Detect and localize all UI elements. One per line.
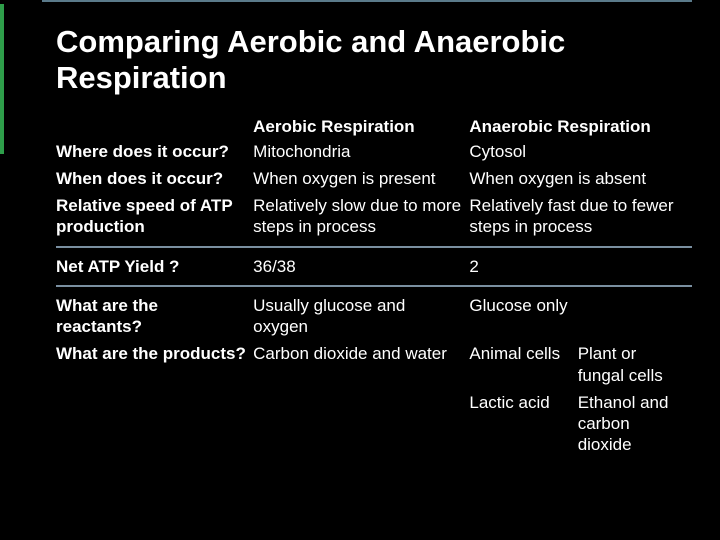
- products-animal-heading: Animal cells: [469, 343, 577, 386]
- label-products: What are the products?: [56, 340, 253, 458]
- slide: Comparing Aerobic and Anaerobic Respirat…: [0, 0, 720, 540]
- comparison-table: Aerobic Respiration Anaerobic Respiratio…: [56, 113, 692, 458]
- where-aerobic: Mitochondria: [253, 138, 469, 165]
- speed-aerobic: Relatively slow due to more steps in pro…: [253, 192, 469, 247]
- row-where: Where does it occur? Mitochondria Cytoso…: [56, 138, 692, 165]
- products-animal-value: Lactic acid: [469, 386, 577, 456]
- label-speed: Relative speed of ATP production: [56, 192, 253, 247]
- yield-anaerobic: 2: [469, 247, 692, 286]
- reactants-aerobic: Usually glucose and oxygen: [253, 286, 469, 341]
- row-speed: Relative speed of ATP production Relativ…: [56, 192, 692, 247]
- label-when: When does it occur?: [56, 165, 253, 192]
- products-anaerobic-split: Animal cells Plant or fungal cells Lacti…: [469, 343, 686, 455]
- accent-top-line: [42, 0, 692, 2]
- row-reactants: What are the reactants? Usually glucose …: [56, 286, 692, 341]
- yield-aerobic: 36/38: [253, 247, 469, 286]
- header-anaerobic: Anaerobic Respiration: [469, 113, 692, 137]
- row-products: What are the products? Carbon dioxide an…: [56, 340, 692, 458]
- products-plant-heading: Plant or fungal cells: [578, 343, 686, 386]
- header-empty: [56, 113, 253, 137]
- slide-title: Comparing Aerobic and Anaerobic Respirat…: [56, 24, 692, 95]
- when-anaerobic: When oxygen is absent: [469, 165, 692, 192]
- products-plant-value: Ethanol and carbon dioxide: [578, 386, 686, 456]
- header-aerobic: Aerobic Respiration: [253, 113, 469, 137]
- products-anaerobic: Animal cells Plant or fungal cells Lacti…: [469, 340, 692, 458]
- reactants-anaerobic: Glucose only: [469, 286, 692, 341]
- accent-bar: [0, 4, 4, 154]
- label-reactants: What are the reactants?: [56, 286, 253, 341]
- where-anaerobic: Cytosol: [469, 138, 692, 165]
- products-aerobic: Carbon dioxide and water: [253, 340, 469, 458]
- label-yield: Net ATP Yield ?: [56, 247, 253, 286]
- when-aerobic: When oxygen is present: [253, 165, 469, 192]
- row-yield: Net ATP Yield ? 36/38 2: [56, 247, 692, 286]
- speed-anaerobic: Relatively fast due to fewer steps in pr…: [469, 192, 692, 247]
- table-header-row: Aerobic Respiration Anaerobic Respiratio…: [56, 113, 692, 137]
- label-where: Where does it occur?: [56, 138, 253, 165]
- row-when: When does it occur? When oxygen is prese…: [56, 165, 692, 192]
